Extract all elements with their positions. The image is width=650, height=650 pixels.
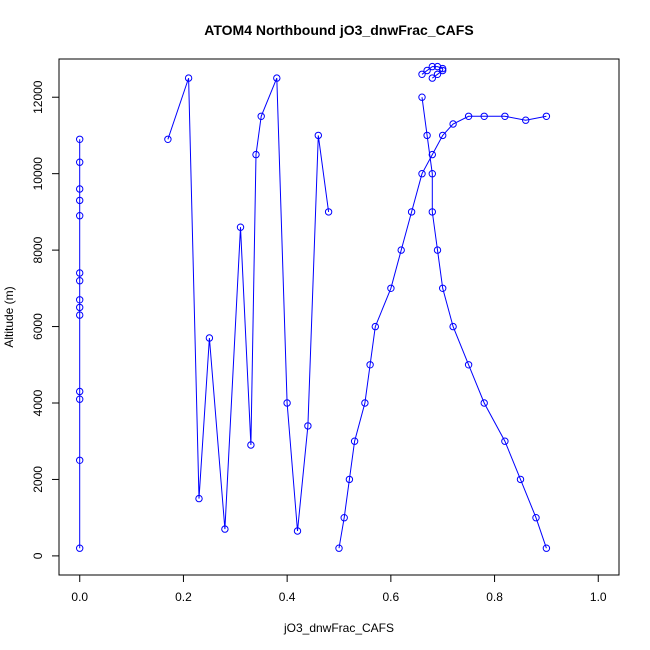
data-point [433, 62, 442, 71]
y-tick-label: 12000 [31, 80, 45, 114]
y-tick-label: 10000 [31, 157, 45, 191]
data-point [350, 437, 359, 445]
series-1 [418, 93, 551, 552]
x-tick-label: 0.0 [71, 590, 88, 604]
data-point [464, 112, 473, 121]
data-point [371, 322, 379, 331]
data-point [418, 170, 426, 178]
data-point [283, 399, 291, 407]
data-point [361, 399, 369, 407]
data-point [335, 544, 343, 552]
y-tick-label: 6000 [31, 313, 45, 340]
data-point [257, 112, 265, 121]
data-point [439, 284, 447, 292]
data-point [501, 437, 509, 445]
series-3 [164, 74, 333, 535]
data-point [501, 112, 509, 121]
x-axis: 0.0 0.2 0.4 0.6 0.8 1.0 [71, 574, 607, 604]
series-line [167, 77, 330, 532]
data-point [76, 158, 84, 166]
data-point [273, 74, 281, 82]
data-point [76, 135, 84, 144]
data-point [236, 223, 245, 231]
data-point [542, 112, 551, 121]
data-point [76, 544, 84, 552]
data-point [428, 170, 436, 178]
data-point [428, 74, 436, 82]
data-point [423, 131, 431, 140]
data-point [345, 475, 354, 484]
data-point [221, 525, 229, 533]
data-point [439, 66, 447, 75]
x-tick-label: 0.2 [175, 590, 192, 604]
data-point [366, 361, 374, 369]
data-point [532, 514, 540, 522]
data-point [304, 422, 312, 430]
data-point [76, 196, 84, 205]
data-point [449, 120, 457, 128]
series-2 [76, 135, 84, 552]
data-point [293, 527, 302, 535]
data-point [407, 208, 416, 216]
data-point [516, 475, 525, 484]
data-point [314, 131, 322, 140]
data-point [423, 66, 431, 75]
data-point [76, 387, 84, 396]
data-point [428, 150, 436, 159]
data-point [76, 303, 84, 312]
y-tick-label: 2000 [31, 466, 45, 493]
data-point [480, 112, 488, 121]
data-point [418, 70, 426, 79]
data-point [205, 334, 214, 342]
data-point [247, 441, 255, 449]
x-axis-label: jO3_dnwFrac_CAFS [283, 621, 394, 635]
y-axis: 0 2000 4000 6000 8000 10000 12000 [31, 80, 60, 559]
series-line [338, 115, 547, 549]
data-point [480, 399, 488, 407]
data-point [439, 131, 447, 140]
data-point [439, 64, 447, 73]
chart-title: ATOM4 Northbound jO3_dnwFrac_CAFS [204, 22, 473, 38]
x-tick-label: 0.8 [486, 590, 503, 604]
data-point [76, 185, 84, 193]
data-point [76, 277, 84, 285]
data-point [76, 311, 84, 319]
data-point [76, 269, 84, 277]
y-tick-label: 4000 [31, 389, 45, 416]
data-point [76, 395, 84, 403]
data-point [522, 116, 530, 124]
data-point [464, 361, 473, 369]
data-point [76, 296, 84, 304]
data-layer [76, 62, 551, 552]
series-line [421, 97, 547, 549]
data-point [418, 93, 426, 101]
x-tick-label: 1.0 [590, 590, 607, 604]
series-0 [335, 112, 551, 552]
x-tick-label: 0.4 [279, 590, 296, 604]
data-point [449, 322, 457, 331]
series-4 [418, 62, 447, 82]
y-tick-label: 0 [31, 552, 45, 559]
data-point [428, 62, 436, 71]
data-point [195, 494, 203, 503]
data-point [76, 456, 84, 464]
data-point [184, 74, 193, 82]
y-axis-label: Altitude (m) [2, 286, 16, 347]
data-point [252, 150, 260, 159]
data-point [340, 514, 348, 522]
data-point [433, 246, 442, 254]
data-point [542, 544, 551, 552]
x-tick-label: 0.6 [383, 590, 400, 604]
data-point [428, 208, 436, 216]
data-point [433, 70, 442, 79]
data-point [76, 212, 84, 220]
data-point [324, 208, 333, 216]
data-point [397, 246, 405, 254]
data-point [387, 284, 395, 292]
data-point [164, 135, 172, 144]
y-tick-label: 8000 [31, 236, 45, 263]
